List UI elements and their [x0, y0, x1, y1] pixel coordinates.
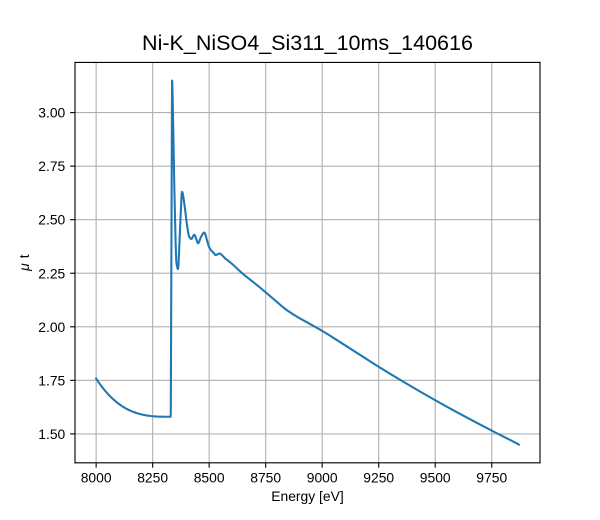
svg-text:2.25: 2.25: [38, 265, 65, 281]
svg-text:2.50: 2.50: [38, 212, 65, 228]
svg-text:9250: 9250: [363, 470, 394, 486]
svg-text:9500: 9500: [420, 470, 451, 486]
svg-text:8750: 8750: [250, 470, 281, 486]
svg-text:9000: 9000: [307, 470, 338, 486]
svg-text:Energy [eV]: Energy [eV]: [271, 488, 344, 504]
svg-text:Ni-K_NiSO4_Si311_10ms_140616: Ni-K_NiSO4_Si311_10ms_140616: [142, 31, 473, 55]
svg-text:3.00: 3.00: [38, 105, 65, 121]
svg-text:8000: 8000: [81, 470, 112, 486]
svg-text:8250: 8250: [137, 470, 168, 486]
svg-text:1.75: 1.75: [38, 372, 65, 388]
svg-text:9750: 9750: [476, 470, 507, 486]
svg-text:2.00: 2.00: [38, 319, 65, 335]
svg-text:1.50: 1.50: [38, 426, 65, 442]
svg-text:2.75: 2.75: [38, 158, 65, 174]
svg-text:8500: 8500: [194, 470, 225, 486]
